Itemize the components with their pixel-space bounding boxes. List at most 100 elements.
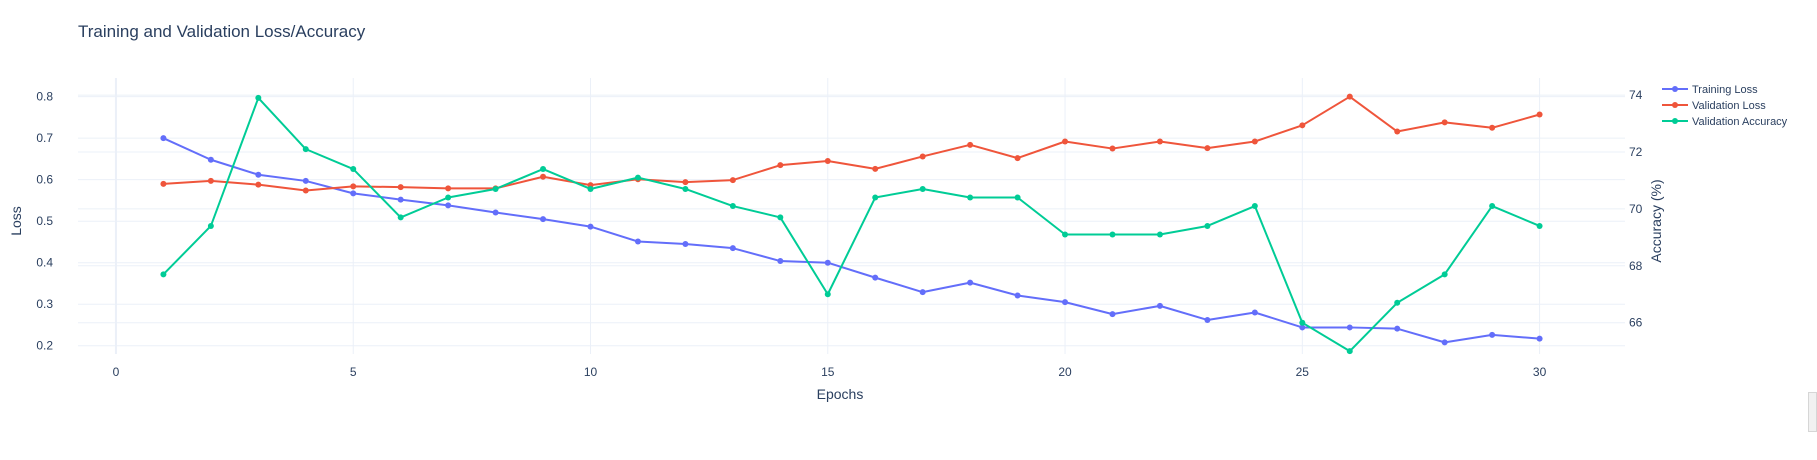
legend[interactable]: Training Loss Validation Loss Validation A…	[1662, 84, 1788, 128]
data-point-validation-loss[interactable]	[1062, 138, 1069, 145]
data-point-training-loss[interactable]	[540, 216, 547, 223]
data-point-validation-accuracy[interactable]	[1109, 231, 1116, 238]
data-point-validation-accuracy[interactable]	[207, 222, 214, 229]
data-point-training-loss[interactable]	[160, 135, 167, 142]
data-point-validation-accuracy[interactable]	[872, 194, 879, 201]
data-point-training-loss[interactable]	[397, 196, 404, 203]
data-point-training-loss[interactable]	[1346, 324, 1353, 331]
data-point-validation-accuracy[interactable]	[1536, 222, 1543, 229]
data-point-training-loss[interactable]	[919, 289, 926, 296]
data-point-training-loss[interactable]	[207, 156, 214, 163]
data-point-validation-accuracy[interactable]	[1014, 194, 1021, 201]
data-point-validation-accuracy[interactable]	[445, 194, 452, 201]
data-point-validation-accuracy[interactable]	[1062, 231, 1069, 238]
data-point-training-loss[interactable]	[1441, 339, 1448, 346]
data-point-validation-loss[interactable]	[445, 185, 452, 192]
data-point-validation-loss[interactable]	[1536, 111, 1543, 118]
data-point-training-loss[interactable]	[1251, 309, 1258, 316]
data-point-validation-loss[interactable]	[1109, 145, 1116, 152]
data-point-validation-loss[interactable]	[777, 162, 784, 169]
data-point-validation-accuracy[interactable]	[397, 214, 404, 221]
data-point-training-loss[interactable]	[777, 258, 784, 265]
data-point-training-loss[interactable]	[350, 190, 357, 197]
data-point-training-loss[interactable]	[1489, 331, 1496, 338]
legend-item-validation-loss[interactable]: Validation Loss	[1662, 100, 1766, 112]
series-line-validation-loss[interactable]	[163, 95, 1540, 192]
series-layer[interactable]	[160, 93, 1543, 355]
data-point-validation-accuracy[interactable]	[1204, 222, 1211, 229]
data-point-training-loss[interactable]	[1062, 299, 1069, 306]
data-point-validation-loss[interactable]	[872, 165, 879, 172]
data-point-validation-accuracy[interactable]	[824, 291, 831, 298]
data-point-validation-accuracy[interactable]	[302, 146, 309, 153]
data-point-validation-loss[interactable]	[350, 183, 357, 190]
data-point-validation-loss[interactable]	[1204, 145, 1211, 152]
data-point-validation-accuracy[interactable]	[777, 214, 784, 221]
data-point-training-loss[interactable]	[255, 171, 262, 178]
data-point-validation-loss[interactable]	[682, 179, 689, 186]
data-point-training-loss[interactable]	[1014, 292, 1021, 299]
data-point-training-loss[interactable]	[302, 177, 309, 184]
data-point-validation-loss[interactable]	[824, 158, 831, 165]
data-point-training-loss[interactable]	[1204, 316, 1211, 323]
data-point-training-loss[interactable]	[1109, 311, 1116, 318]
legend-label: Validation Accuracy	[1692, 116, 1788, 128]
data-point-validation-loss[interactable]	[967, 141, 974, 148]
data-point-validation-loss[interactable]	[1156, 138, 1163, 145]
data-point-training-loss[interactable]	[682, 241, 689, 248]
data-point-validation-loss[interactable]	[1441, 119, 1448, 126]
data-point-validation-accuracy[interactable]	[1489, 203, 1496, 210]
data-point-validation-accuracy[interactable]	[634, 174, 641, 181]
data-point-training-loss[interactable]	[1536, 335, 1543, 342]
data-point-validation-accuracy[interactable]	[1156, 231, 1163, 238]
data-point-validation-loss[interactable]	[1489, 124, 1496, 131]
legend-item-training-loss[interactable]: Training Loss	[1662, 84, 1758, 96]
data-point-validation-loss[interactable]	[160, 180, 167, 187]
series-line-validation-accuracy[interactable]	[162, 96, 1540, 353]
data-point-validation-loss[interactable]	[302, 187, 309, 194]
data-point-validation-loss[interactable]	[1299, 122, 1306, 129]
data-point-validation-accuracy[interactable]	[1441, 271, 1448, 278]
data-point-validation-accuracy[interactable]	[1394, 299, 1401, 306]
data-point-validation-loss[interactable]	[1346, 93, 1353, 100]
legend-item-validation-accuracy[interactable]: Validation Accuracy	[1662, 116, 1788, 128]
data-point-validation-accuracy[interactable]	[350, 166, 357, 173]
data-point-validation-loss[interactable]	[919, 153, 926, 160]
data-point-training-loss[interactable]	[872, 274, 879, 281]
data-point-validation-accuracy[interactable]	[255, 94, 262, 101]
x-tick-label: 30	[1533, 365, 1547, 379]
data-point-validation-accuracy[interactable]	[160, 271, 167, 278]
data-point-validation-loss[interactable]	[1251, 138, 1258, 145]
data-point-validation-loss[interactable]	[397, 184, 404, 191]
data-point-training-loss[interactable]	[824, 259, 831, 266]
data-point-validation-loss[interactable]	[255, 181, 262, 188]
data-point-training-loss[interactable]	[587, 223, 594, 230]
data-point-validation-accuracy[interactable]	[587, 185, 594, 192]
scrollbar-handle[interactable]	[1808, 392, 1817, 432]
data-point-validation-loss[interactable]	[207, 177, 214, 184]
data-point-validation-accuracy[interactable]	[967, 194, 974, 201]
data-point-validation-loss[interactable]	[729, 177, 736, 184]
data-point-training-loss[interactable]	[634, 238, 641, 245]
data-point-validation-accuracy[interactable]	[492, 185, 499, 192]
data-point-validation-accuracy[interactable]	[919, 185, 926, 192]
x-tick-label: 0	[113, 365, 120, 379]
data-point-validation-loss[interactable]	[540, 173, 547, 180]
data-point-training-loss[interactable]	[729, 245, 736, 252]
data-point-validation-loss[interactable]	[1014, 155, 1021, 162]
data-point-training-loss[interactable]	[1156, 302, 1163, 309]
data-point-training-loss[interactable]	[492, 209, 499, 216]
data-point-training-loss[interactable]	[1394, 325, 1401, 332]
series-validation-loss[interactable]	[160, 93, 1543, 194]
data-point-validation-accuracy[interactable]	[729, 203, 736, 210]
data-point-training-loss[interactable]	[967, 279, 974, 286]
data-point-validation-accuracy[interactable]	[540, 166, 547, 173]
data-point-training-loss[interactable]	[445, 202, 452, 209]
data-point-validation-accuracy[interactable]	[1346, 348, 1353, 355]
data-point-validation-loss[interactable]	[1394, 128, 1401, 135]
series-validation-accuracy[interactable]	[160, 94, 1543, 355]
data-point-validation-accuracy[interactable]	[682, 185, 689, 192]
data-point-training-loss[interactable]	[1299, 324, 1306, 331]
data-point-validation-accuracy[interactable]	[1299, 319, 1306, 326]
data-point-validation-accuracy[interactable]	[1251, 203, 1258, 210]
